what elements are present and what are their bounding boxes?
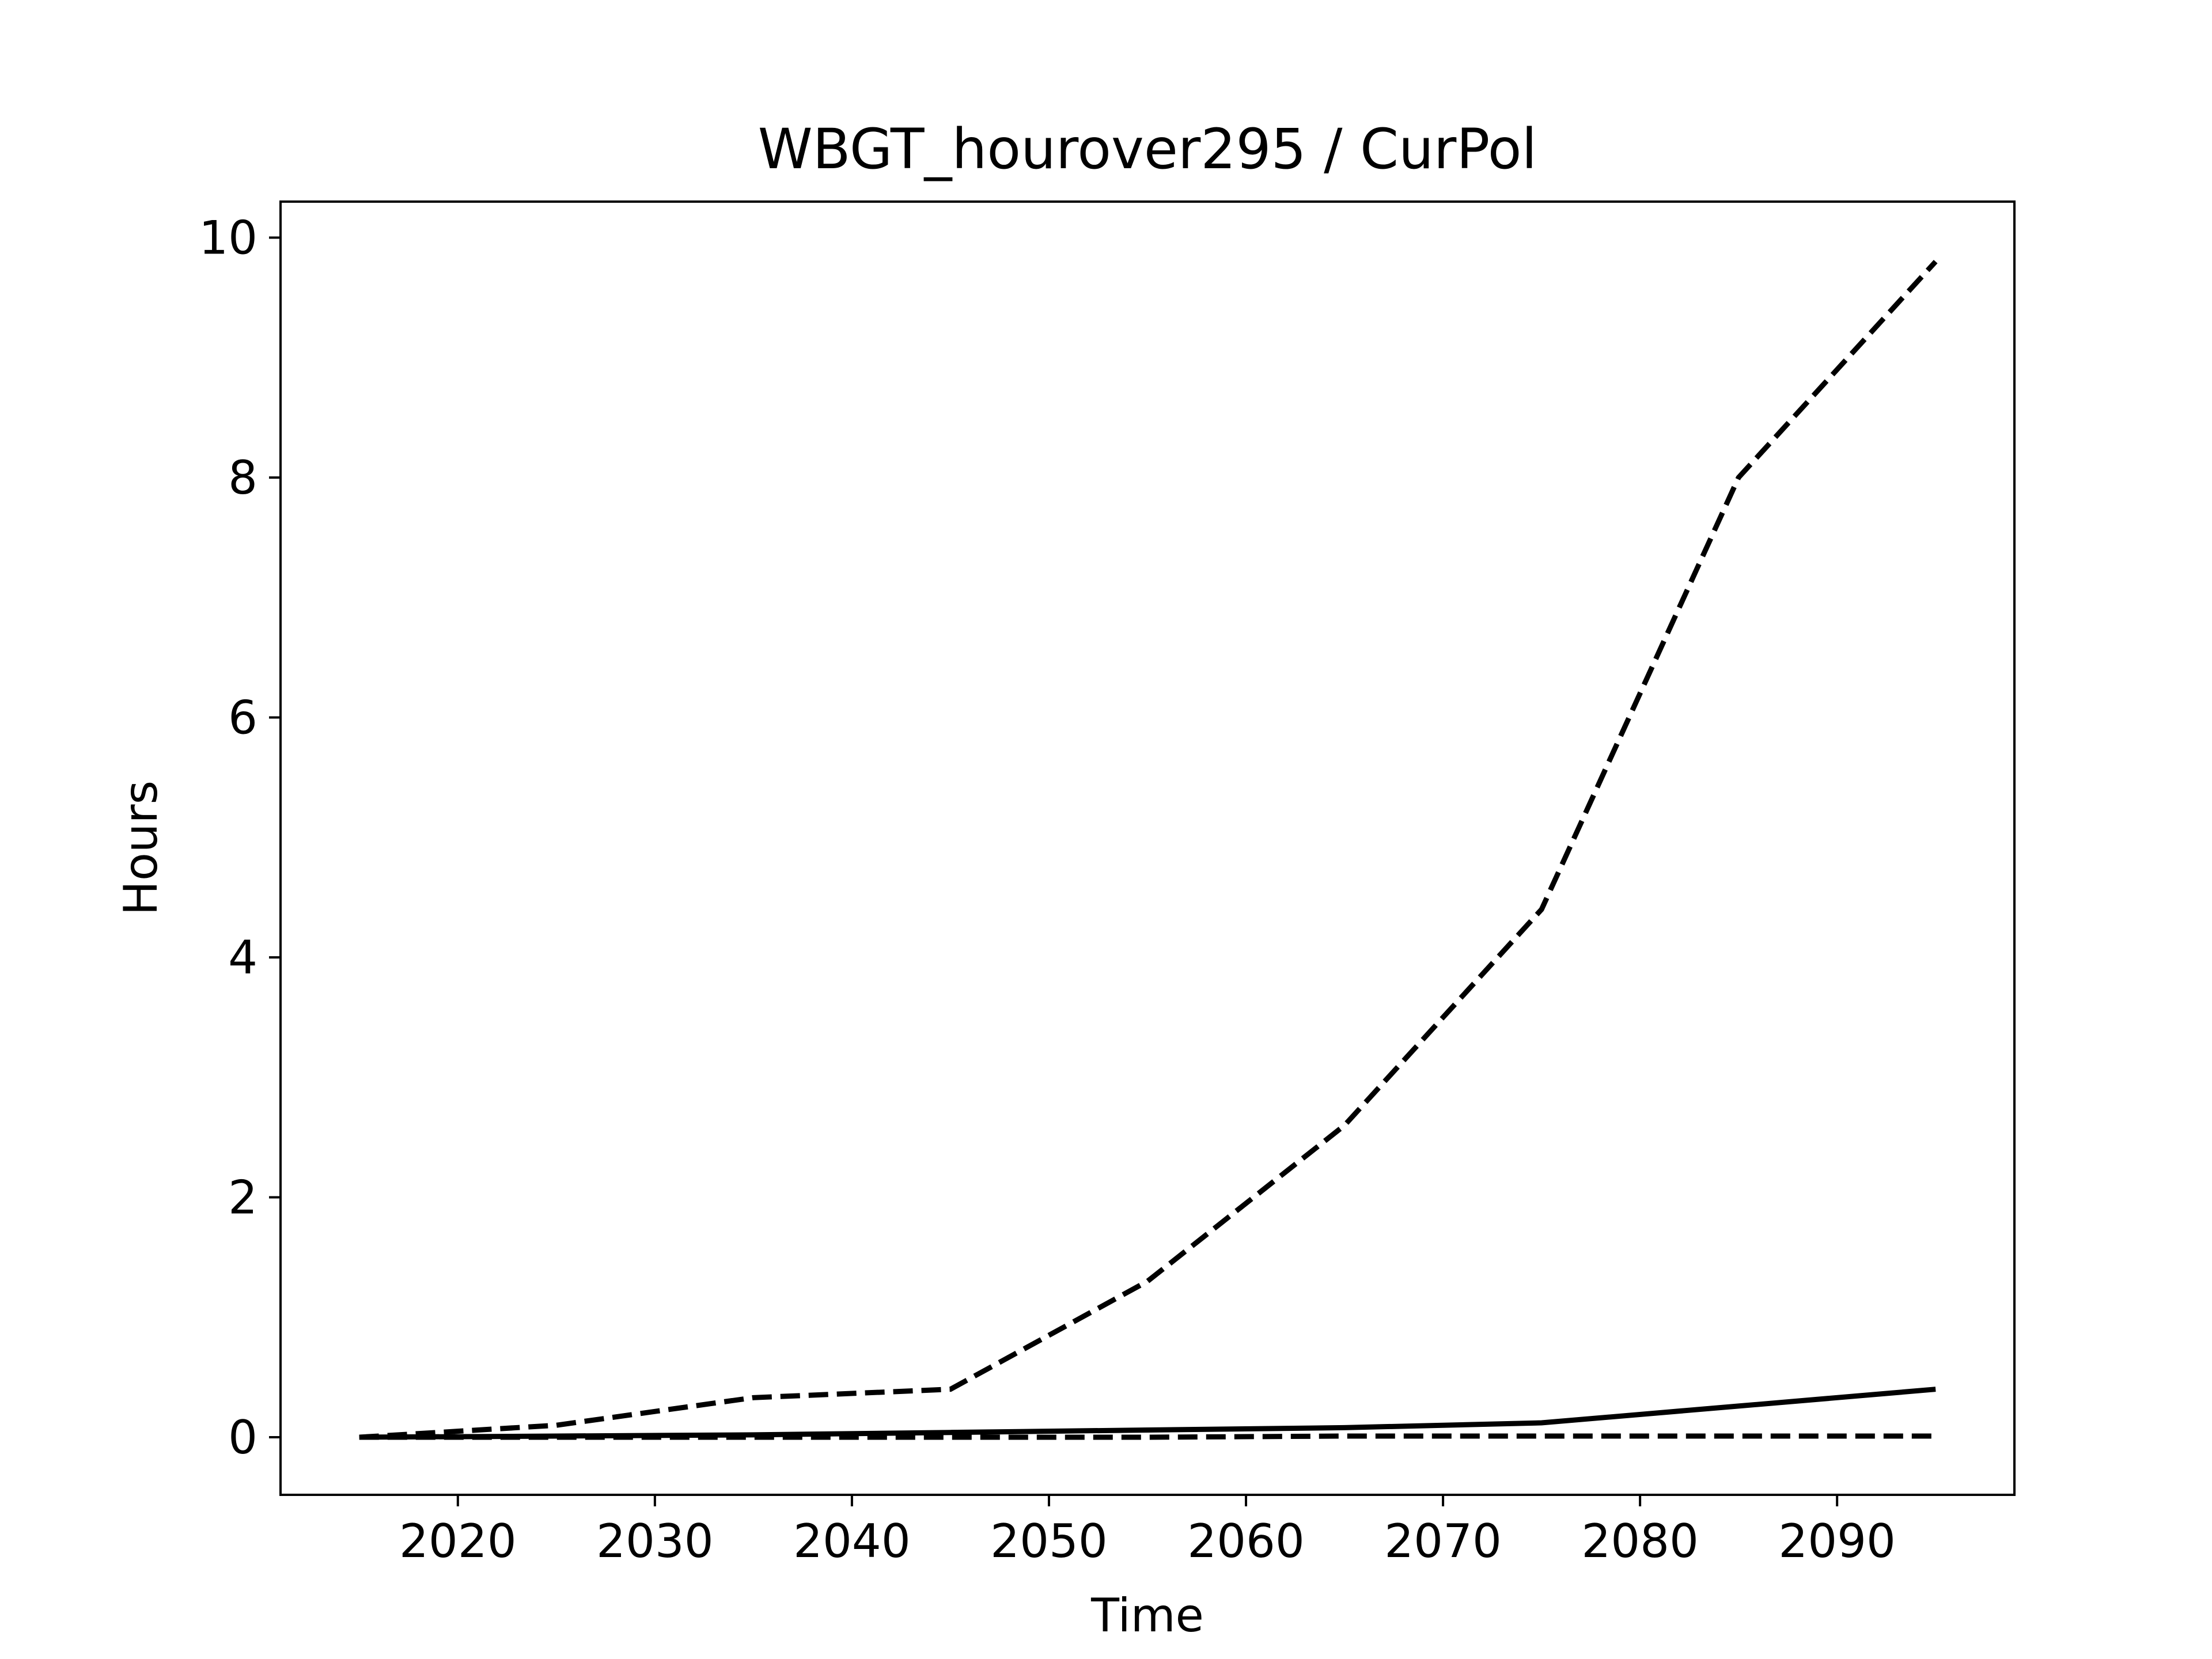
series-line-1 [359,260,1938,1440]
x-tick-label: 2020 [399,1514,517,1568]
y-axis-ticks: 0 2 4 6 8 10 [199,211,281,1464]
x-tick-label: 2030 [596,1514,714,1568]
series-group [359,260,1938,1440]
y-tick-label: 8 [228,451,257,505]
y-tick-label: 6 [228,691,257,745]
y-tick-label: 2 [228,1171,257,1225]
plot-frame [279,200,2016,1496]
y-axis-label: Hours [114,781,168,915]
y-tick-label: 4 [228,931,257,984]
x-axis-ticks: 2020 2030 2040 2050 2060 2070 2080 2090 [399,1495,1896,1568]
x-tick-label: 2040 [793,1514,911,1568]
x-tick-label: 2070 [1384,1514,1502,1568]
x-tick-label: 2080 [1581,1514,1699,1568]
y-tick-label: 10 [199,211,257,264]
y-tick-label: 0 [228,1411,257,1464]
x-axis-label: Time [1090,1589,1204,1642]
chart-title: WBGT_hourover295 / CurPol [758,117,1537,181]
x-tick-label: 2060 [1187,1514,1305,1568]
series-line-3 [359,1433,1936,1440]
x-tick-label: 2050 [990,1514,1108,1568]
x-tick-label: 2090 [1778,1514,1896,1568]
plot-area [279,200,2016,1496]
